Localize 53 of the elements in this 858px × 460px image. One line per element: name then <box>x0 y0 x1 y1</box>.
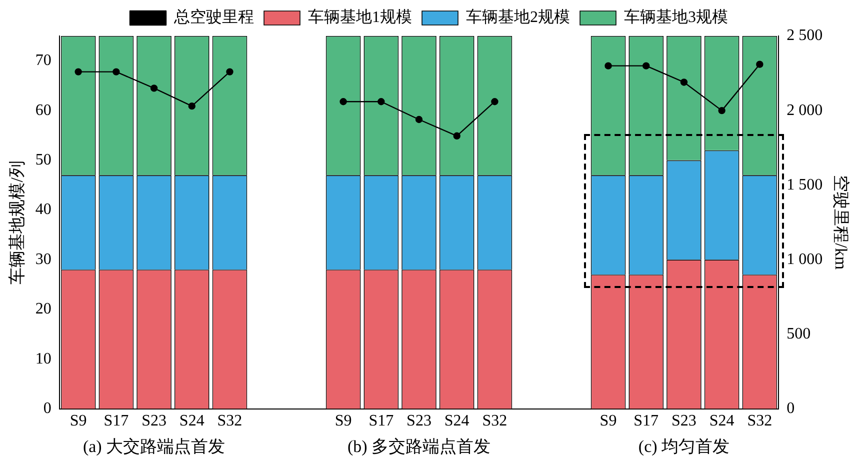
legend-label: 车辆基地2规模 <box>466 8 570 26</box>
x-tick-label: S9 <box>334 412 352 430</box>
point <box>74 68 82 76</box>
y-tick-label: 30 <box>35 250 52 268</box>
point <box>415 116 423 124</box>
y-tick-label: 20 <box>35 300 52 318</box>
point <box>378 98 385 106</box>
x-tick-label: S24 <box>709 412 734 430</box>
x-tick-label: S23 <box>406 412 432 430</box>
point <box>112 68 120 76</box>
x-tick-label: S17 <box>368 412 394 430</box>
y-tick-label: 0 <box>43 400 52 418</box>
y2-tick-label: 1 500 <box>786 176 823 194</box>
legend-label: 车辆基地1规模 <box>308 8 412 26</box>
x-tick-label: S9 <box>600 412 617 430</box>
x-tick-label: S24 <box>179 412 204 430</box>
y2-tick-label: 2 000 <box>786 102 823 119</box>
x-tick-label: S32 <box>747 412 772 430</box>
x-tick-label: S32 <box>217 412 242 430</box>
y-tick-label: 40 <box>35 201 52 218</box>
y2-axis-title: 空驶里程/km <box>831 175 850 270</box>
y2-tick-label: 2 500 <box>786 27 823 44</box>
x-tick-label: S32 <box>482 412 508 430</box>
x-tick-label: S23 <box>142 412 166 430</box>
point <box>491 98 498 106</box>
legend-label: 总空驶里程 <box>173 8 254 26</box>
x-tick-label: S24 <box>444 412 470 430</box>
text: (b) 多交路端点首发 <box>347 436 491 456</box>
point <box>340 98 347 106</box>
y-tick-label: 70 <box>35 52 52 70</box>
point <box>604 62 612 70</box>
point <box>226 68 234 76</box>
point <box>453 132 460 140</box>
point <box>756 60 764 68</box>
point <box>642 62 650 70</box>
y2-tick-label: 0 <box>786 400 795 418</box>
text: (a) 大交路端点首发 <box>82 436 226 456</box>
legend-label: 车辆基地3规模 <box>624 8 728 26</box>
y2-tick-label: 1 000 <box>786 250 823 268</box>
x-tick-label: S17 <box>634 412 659 430</box>
x-tick-label: S9 <box>70 412 87 430</box>
y-tick-label: 60 <box>35 102 52 119</box>
y-tick-label: 10 <box>35 350 52 368</box>
point <box>718 106 726 114</box>
text: (c) 均匀首发 <box>638 436 730 456</box>
y-tick-label: 50 <box>35 151 52 168</box>
point <box>680 78 688 86</box>
y-axis-title: 车辆基地规模/列 <box>8 160 27 284</box>
point <box>188 102 196 110</box>
x-tick-label: S23 <box>672 412 696 430</box>
point <box>150 84 158 92</box>
y2-tick-label: 500 <box>786 325 811 342</box>
x-tick-label: S17 <box>104 412 129 430</box>
